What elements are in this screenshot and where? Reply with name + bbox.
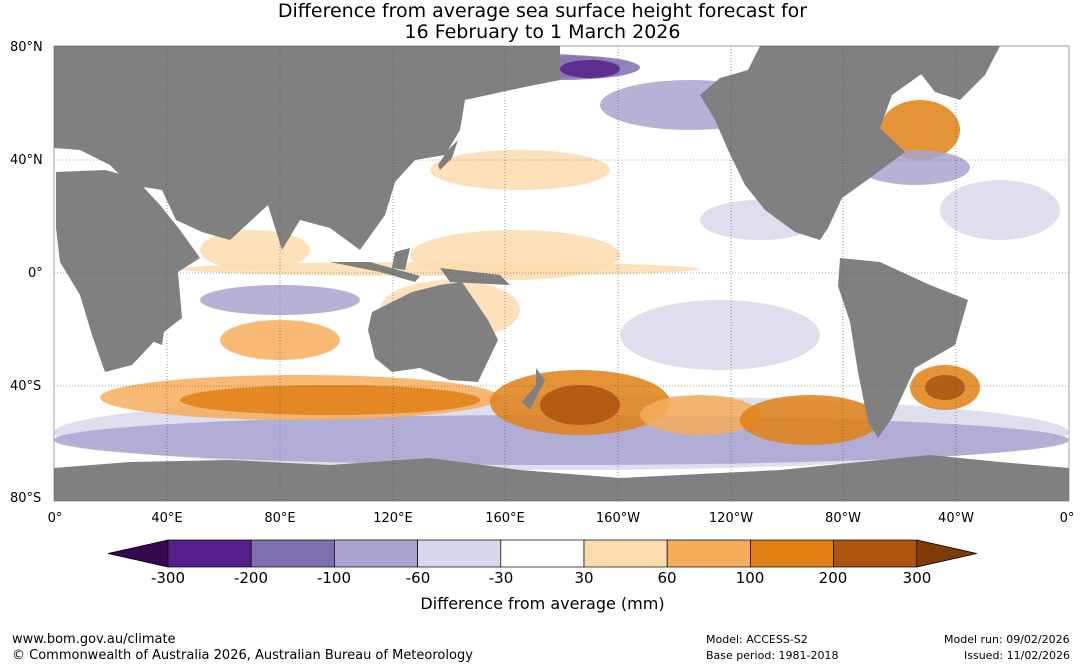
anomaly-patch-atlantic-neg <box>940 180 1060 240</box>
colorbar-segment <box>500 539 585 568</box>
land-maritime-continent <box>330 248 510 285</box>
x-tick-label: 120°E <box>373 511 413 526</box>
sea-surface-height-map <box>53 45 1070 502</box>
land-masses <box>54 46 1069 501</box>
y-tick-label: 40°N <box>10 153 43 168</box>
footer-copyright: © Commonwealth of Australia 2026, Austra… <box>12 648 473 663</box>
anomaly-patch-arctic <box>560 60 620 78</box>
colorbar-tick-label: -30 <box>488 569 514 587</box>
land-greenland <box>915 46 1000 100</box>
land-australia <box>368 282 498 382</box>
anomaly-patch-gulf-stream-pos <box>880 100 960 160</box>
y-tick-label: 80°S <box>10 491 42 506</box>
colorbar-tick-label: -60 <box>405 569 431 587</box>
colorbar-extension-low <box>107 539 169 568</box>
colorbar-tick-label: 300 <box>902 569 932 587</box>
x-tick-label: 120°W <box>708 511 754 526</box>
footer-model: Model: ACCESS-S2 <box>706 633 808 646</box>
land-new-zealand <box>522 368 545 410</box>
y-tick-label: 40°S <box>10 379 42 394</box>
x-tick-label: 80°E <box>264 511 296 526</box>
colorbar-title: Difference from average (mm) <box>420 594 665 613</box>
x-tick-label: 0° <box>47 511 63 526</box>
footer-model-run: Model run: 09/02/2026 <box>944 633 1070 646</box>
colorbar-segment <box>833 539 918 568</box>
land-eurasia <box>54 46 560 250</box>
x-tick-label: 160°E <box>485 511 525 526</box>
colorbar-tick-label: -200 <box>233 569 269 587</box>
colorbar-tick-label: 200 <box>818 569 848 587</box>
colorbar-tick-label: -300 <box>150 569 186 587</box>
land-south-america <box>838 258 968 438</box>
anomaly-patch-tasman-core <box>540 385 620 425</box>
graticule <box>54 46 1069 501</box>
x-tick-label: 80°W <box>825 511 861 526</box>
colorbar <box>107 539 977 568</box>
x-tick-label: 0° <box>1059 511 1075 526</box>
anomaly-patch-south-pacific-pos <box>640 395 760 435</box>
footer-issued: Issued: 11/02/2026 <box>964 649 1071 662</box>
anomaly-patch-south-pacific-pos <box>740 395 880 445</box>
colorbar-segment <box>167 539 252 568</box>
anomaly-patch-indian-neg <box>200 285 360 315</box>
footer-base-period: Base period: 1981-2018 <box>706 649 839 662</box>
land-north-america <box>700 46 1069 240</box>
colorbar-segment <box>417 539 502 568</box>
land-antarctica <box>54 455 1069 501</box>
colorbar-tick-label: 100 <box>735 569 765 587</box>
anomaly-patch-west-pacific-pos <box>410 230 620 280</box>
colorbar-segment <box>334 539 418 568</box>
colorbar-extension-high <box>916 539 977 568</box>
colorbar-tick-label: 30 <box>574 569 594 587</box>
colorbar-segment <box>750 539 834 568</box>
colorbar-segment <box>583 539 668 568</box>
y-tick-label: 80°N <box>10 40 43 55</box>
colorbar-tick-label: -100 <box>316 569 352 587</box>
footer-url[interactable]: www.bom.gov.au/climate <box>12 632 176 647</box>
x-tick-label: 160°W <box>595 511 641 526</box>
y-tick-label: 0° <box>28 266 43 281</box>
x-tick-label: 40°W <box>938 511 974 526</box>
x-tick-label: 40°E <box>151 511 183 526</box>
land-madagascar <box>154 318 166 345</box>
colorbar-segment <box>666 539 751 568</box>
chart-title-line-1: Difference from average sea surface heig… <box>277 0 808 22</box>
chart-title-line-2: 16 February to 1 March 2026 <box>404 21 681 43</box>
anomaly-patch-south-atlantic-core <box>925 375 965 400</box>
colorbar-segment <box>250 539 335 568</box>
anomaly-patch-south-pacific-neg <box>620 300 820 370</box>
anomaly-patch-south-pos <box>180 385 480 415</box>
colorbar-tick-label: 60 <box>657 569 677 587</box>
map-frame <box>53 45 1070 502</box>
land-japan <box>438 140 458 170</box>
